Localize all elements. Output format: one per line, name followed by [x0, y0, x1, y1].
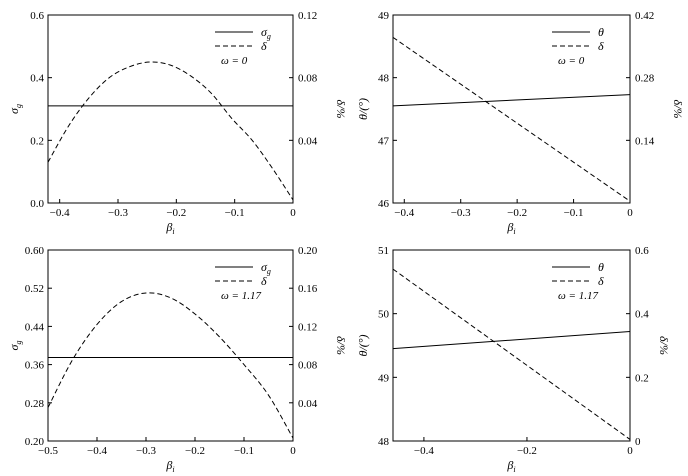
legend-label-2: δ	[261, 274, 267, 288]
y2-tick-label: 0.16	[298, 283, 318, 295]
y-tick-label: 47	[378, 135, 390, 147]
legend-label-2: δ	[261, 39, 267, 53]
y-tick-label: 0.0	[30, 198, 44, 210]
series-line-2	[392, 268, 631, 440]
x-tick-label: 0	[627, 207, 633, 219]
y-tick-label: 0.44	[25, 321, 45, 333]
y-axis-label: σg	[7, 341, 23, 351]
x-axis-label: βi	[506, 458, 515, 474]
omega-annotation: ω = 1.17	[558, 290, 598, 302]
y2-tick-label: 0.12	[298, 321, 317, 333]
y-tick-label: 0.60	[25, 245, 45, 257]
y-tick-label: 49	[378, 10, 390, 22]
x-tick-label: −0.4	[50, 207, 70, 219]
chart-panel-3: −0.5 −0.4 −0.3 −0.2 −0.1 0 0.20 0.28 0.36 0.44 0.5…	[7, 245, 348, 474]
omega-annotation: ω = 1.17	[221, 290, 261, 302]
y-tick-label: 0.52	[25, 283, 44, 295]
chart-panel-1: −0.4 −0.3 −0.2 −0.1 0 0.0 0.2 0.4 0.6 0.04 0.08 0.1…	[7, 10, 348, 236]
y-tick-label: 48	[378, 73, 390, 85]
y2-axis-label: δ/%	[671, 100, 685, 119]
x-tick-label: 0	[627, 445, 633, 457]
series-line-2	[47, 292, 294, 439]
legend-label-1: σg	[261, 25, 271, 41]
legend-label-1: σg	[261, 260, 271, 276]
y2-tick-label: 0.4	[635, 309, 649, 321]
plot-frame	[47, 14, 294, 204]
chart-panel-2: −0.4 −0.3 −0.2 −0.1 0 46 47 48 49 0.14 0.28 0.42 θδ ω…	[356, 10, 685, 236]
x-tick-label: −0.4	[87, 445, 107, 457]
y-axis-label: σg	[7, 104, 23, 114]
y2-tick-label: 0	[635, 436, 641, 448]
y-axis-label: θ/(°)	[356, 334, 370, 356]
y2-axis-label: δ/%	[334, 336, 348, 355]
y2-tick-label: 0.12	[298, 10, 317, 22]
plot-frame	[392, 249, 631, 442]
x-tick-label: −0.4	[414, 445, 434, 457]
y-tick-label: 49	[378, 372, 390, 384]
y-tick-label: 0.20	[25, 436, 45, 448]
y-tick-label: 0.2	[30, 135, 44, 147]
y2-tick-label: 0.14	[635, 135, 655, 147]
y2-axis-label: δ/%	[334, 100, 348, 119]
y2-tick-label: 0.08	[298, 360, 318, 372]
legend-label-1: θ	[598, 25, 604, 39]
y-tick-label: 46	[378, 198, 390, 210]
y-tick-label: 50	[378, 309, 390, 321]
x-tick-label: −0.3	[451, 207, 471, 219]
y2-tick-label: 0.28	[635, 73, 655, 85]
y-tick-label: 0.28	[25, 398, 45, 410]
y-tick-label: 51	[378, 245, 389, 257]
y-tick-label: 0.36	[25, 360, 45, 372]
x-axis-label: βi	[506, 220, 515, 236]
x-tick-label: −0.2	[185, 445, 205, 457]
y-tick-label: 48	[378, 436, 390, 448]
legend-label-1: θ	[598, 260, 604, 274]
legend-label-2: δ	[598, 39, 604, 53]
y2-tick-label: 0.6	[635, 245, 649, 257]
x-tick-label: 0	[290, 445, 296, 457]
plot-frame	[392, 14, 631, 204]
y2-tick-label: 0.20	[298, 245, 318, 257]
x-tick-label: −0.2	[507, 207, 527, 219]
x-tick-label: −0.2	[166, 207, 186, 219]
series-line-1	[392, 94, 631, 107]
y2-tick-label: 0.04	[298, 398, 318, 410]
series-line-1	[392, 330, 631, 350]
omega-annotation: ω = 0	[221, 55, 248, 67]
x-tick-label: −0.3	[108, 207, 128, 219]
y2-tick-label: 0.2	[635, 372, 649, 384]
y-tick-label: 0.6	[30, 10, 44, 22]
x-axis-label: βi	[165, 220, 174, 236]
x-tick-label: −0.3	[136, 445, 156, 457]
y-axis-label: θ/(°)	[356, 98, 370, 120]
series-line-2	[392, 36, 631, 202]
legend-label-2: δ	[598, 274, 604, 288]
y2-tick-label: 0.04	[298, 135, 318, 147]
x-tick-label: −0.4	[394, 207, 414, 219]
plot-frame	[47, 249, 294, 442]
y2-axis-label: δ/%	[657, 336, 671, 355]
y2-tick-label: 0.42	[635, 10, 654, 22]
x-tick-label: −0.2	[517, 445, 537, 457]
x-tick-label: −0.5	[38, 445, 58, 457]
series-line-2	[47, 61, 294, 201]
omega-annotation: ω = 0	[558, 55, 585, 67]
chart-panel-4: −0.4 −0.2 0 48 49 50 51 0 0.2 0.4 0.6 θδω = 1.17 βi θ…	[356, 245, 671, 474]
y-tick-label: 0.4	[30, 73, 44, 85]
x-tick-label: 0	[290, 207, 296, 219]
x-axis-label: βi	[165, 458, 174, 474]
x-tick-label: −0.1	[564, 207, 584, 219]
x-tick-label: −0.1	[225, 207, 245, 219]
y2-tick-label: 0.08	[298, 73, 318, 85]
x-tick-label: −0.1	[234, 445, 254, 457]
